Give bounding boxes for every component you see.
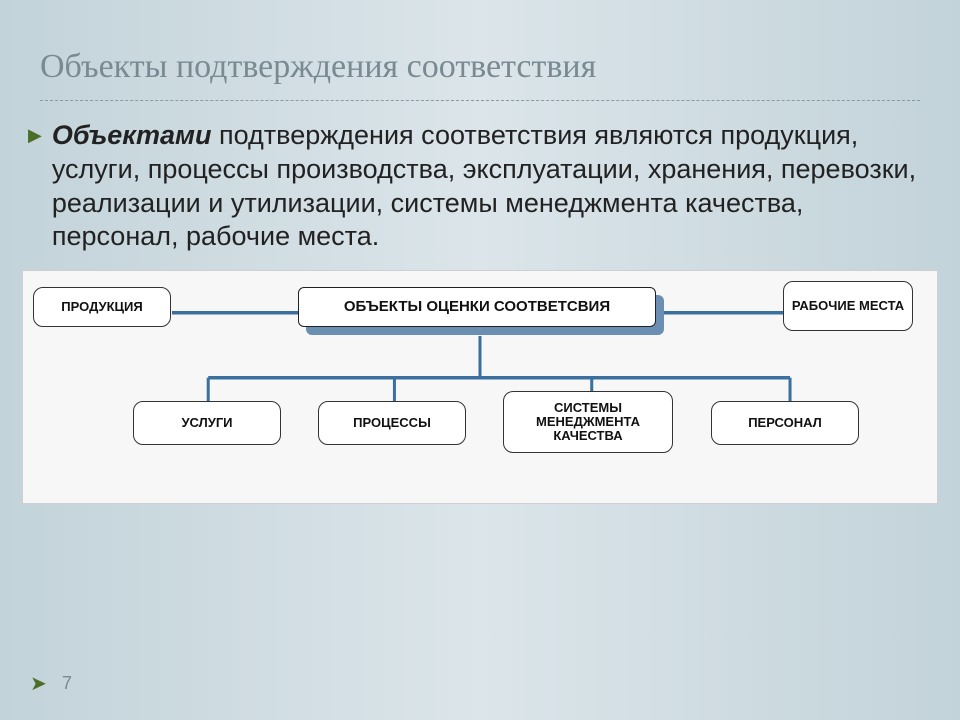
root-label: ОБЪЕКТЫ ОЦЕНКИ СООТВЕТСВИЯ (344, 299, 610, 316)
child-node: СИСТЕМЫ МЕНЕДЖМЕНТА КАЧЕСТВА (503, 391, 673, 453)
node-produkciya: ПРОДУКЦИЯ (33, 287, 171, 327)
node-label: ПРОДУКЦИЯ (61, 300, 142, 314)
footer-arrow-icon: ➤ (30, 671, 47, 696)
node-label: РАБОЧИЕ МЕСТА (792, 299, 904, 313)
lead-word: Объектами (52, 120, 212, 150)
node-rabochie-mesta: РАБОЧИЕ МЕСТА (783, 281, 913, 331)
root-node: ОБЪЕКТЫ ОЦЕНКИ СООТВЕТСВИЯ (298, 287, 656, 327)
diagram: ОБЪЕКТЫ ОЦЕНКИ СООТВЕТСВИЯ ПРОДУКЦИЯ РАБ… (22, 270, 938, 504)
child-node: ПЕРСОНАЛ (711, 401, 859, 445)
slide: Объекты подтверждения соответствия ▶ Объ… (0, 0, 960, 720)
child-label: СИСТЕМЫ МЕНЕДЖМЕНТА КАЧЕСТВА (510, 401, 666, 444)
bullet-icon: ▶ (28, 125, 42, 146)
body-text: Объектами подтверждения соответствия явл… (52, 119, 920, 254)
child-label: ПЕРСОНАЛ (748, 416, 822, 430)
child-label: ПРОЦЕССЫ (353, 416, 431, 430)
child-node: УСЛУГИ (133, 401, 281, 445)
slide-title: Объекты подтверждения соответствия (0, 0, 960, 96)
child-node: ПРОЦЕССЫ (318, 401, 466, 445)
child-label: УСЛУГИ (181, 416, 232, 430)
body-row: ▶ Объектами подтверждения соответствия я… (0, 119, 960, 254)
page-number: 7 (62, 673, 72, 694)
title-divider (40, 100, 920, 101)
